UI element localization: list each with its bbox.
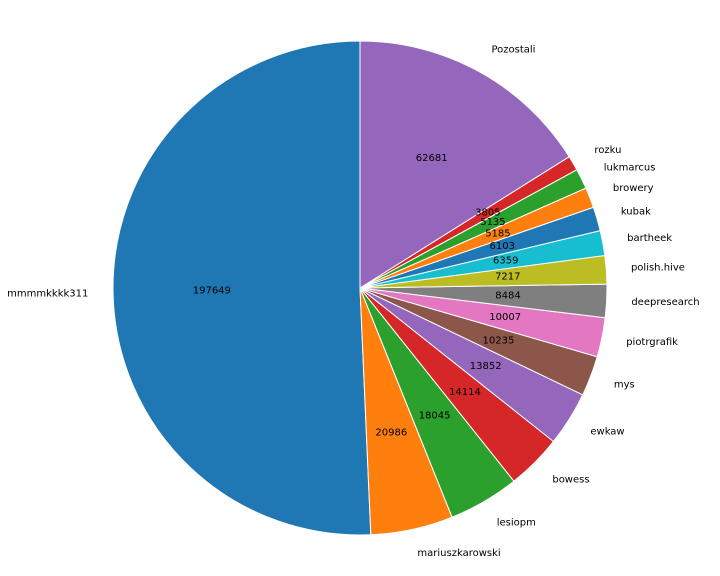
value-label-kubak: 6103 — [490, 241, 515, 252]
value-label-pozostali: 62681 — [416, 153, 448, 164]
value-label-browery: 5185 — [485, 228, 510, 239]
value-label-bartheek: 6359 — [493, 255, 518, 266]
category-label-piotrgrafik: piotrgrafik — [626, 337, 678, 348]
value-label-piotrgrafik: 10007 — [489, 312, 521, 323]
value-label-mariuszkarowski: 20986 — [375, 427, 407, 438]
value-label-lukmarcus: 5135 — [480, 217, 505, 228]
pie-value-labels: 197649 20986 18045 14114 13852 10235 10007 8484… — [193, 153, 521, 439]
pie-slices — [112, 40, 608, 536]
value-label-ewkaw: 13852 — [470, 361, 502, 372]
category-label-lukmarcus: lukmarcus — [604, 162, 656, 173]
category-label-pozostali: Pozostali — [491, 45, 535, 56]
category-label-mariuszkarowski: mariuszkarowski — [417, 548, 500, 559]
pie-slice-pozostali — [359, 40, 570, 289]
value-label-rozku: 3805 — [475, 208, 500, 219]
category-label-rozku: rozku — [594, 145, 621, 156]
value-label-mys: 10235 — [483, 335, 515, 346]
value-label-polish-hive: 7217 — [495, 272, 520, 283]
category-label-deepresearch: deepresearch — [631, 297, 699, 308]
pie-category-labels: mmmmkkkk311 mariuszkarowski lesiopm bowess e… — [7, 45, 699, 559]
pie-slice-mmmmkkkk311 — [112, 40, 372, 536]
category-label-ewkaw: ewkaw — [590, 427, 624, 438]
category-label-lesiopm: lesiopm — [497, 517, 536, 528]
category-label-bowess: bowess — [552, 474, 589, 485]
category-label-bartheek: bartheek — [627, 233, 672, 244]
value-label-bowess: 14114 — [449, 387, 481, 398]
category-label-mmmmkkkk311: mmmmkkkk311 — [7, 288, 88, 299]
category-label-kubak: kubak — [621, 206, 651, 217]
value-label-deepresearch: 8484 — [495, 290, 520, 301]
category-label-polish-hive: polish.hive — [631, 262, 685, 273]
category-label-mys: mys — [614, 379, 635, 390]
category-label-browery: browery — [613, 183, 654, 194]
value-label-lesiopm: 18045 — [419, 411, 451, 422]
value-label-mmmmkkkk311: 197649 — [193, 286, 231, 297]
